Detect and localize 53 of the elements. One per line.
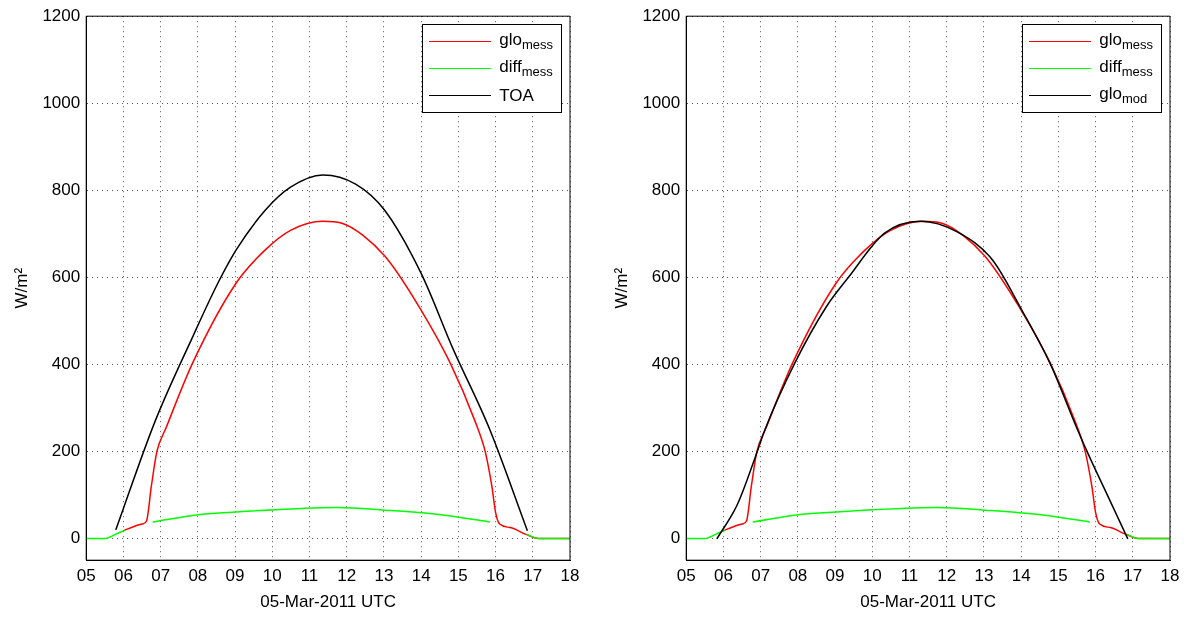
x-tick-label: 11	[300, 566, 319, 586]
x-tick-label: 14	[1011, 566, 1031, 586]
x-tick-label: 11	[900, 566, 919, 586]
x-tick-label: 10	[862, 566, 882, 586]
legend-label: TOA	[499, 85, 534, 106]
y-tick-label: 600	[651, 267, 681, 287]
y-tick-label: 200	[651, 441, 681, 461]
x-tick-label: 09	[825, 566, 845, 586]
x-tick-label: 10	[262, 566, 282, 586]
x-axis-title: 05-Mar-2011 UTC	[860, 592, 996, 612]
x-tick-label: 08	[788, 566, 808, 586]
x-tick-label: 07	[151, 566, 171, 586]
y-axis-title: W/m²	[11, 267, 31, 309]
y-tick-label: 1000	[42, 92, 81, 112]
y-tick-label: 1000	[642, 92, 681, 112]
line-series	[115, 174, 528, 531]
y-tick-label: 0	[70, 528, 81, 548]
legend-label: glo$_{mess}$	[499, 30, 553, 53]
x-tick-label: 08	[188, 566, 208, 586]
x-tick-label: 16	[1086, 566, 1106, 586]
y-tick-label: 1200	[42, 5, 81, 25]
x-tick-label: 14	[411, 566, 431, 586]
x-tick-label: 05	[676, 566, 696, 586]
x-tick-label: 12	[937, 566, 957, 586]
x-tick-label: 15	[448, 566, 468, 586]
y-tick-label: 800	[51, 179, 81, 199]
x-tick-label: 18	[560, 566, 580, 586]
x-axis-title: 05-Mar-2011 UTC	[260, 592, 396, 612]
y-tick-label: 0	[670, 528, 681, 548]
x-tick-label: 13	[974, 566, 994, 586]
x-tick-label: 15	[1048, 566, 1068, 586]
legend-label: diff$_{mess}$	[1099, 57, 1153, 80]
legend-label: glo$_{mess}$	[1099, 30, 1153, 53]
x-tick-label: 13	[374, 566, 394, 586]
legend-label: diff$_{mess}$	[499, 57, 553, 80]
x-tick-label: 05	[76, 566, 96, 586]
x-tick-label: 12	[337, 566, 357, 586]
x-tick-label: 16	[486, 566, 506, 586]
y-tick-label: 400	[651, 354, 681, 374]
y-tick-label: 400	[51, 354, 81, 374]
legend-label: glo$_{mod}$	[1099, 84, 1148, 107]
y-tick-label: 200	[51, 441, 81, 461]
x-tick-label: 17	[1123, 566, 1143, 586]
x-tick-label: 18	[1160, 566, 1180, 586]
y-tick-label: 600	[51, 267, 81, 287]
x-tick-label: 17	[523, 566, 543, 586]
x-tick-label: 09	[225, 566, 245, 586]
x-tick-label: 06	[713, 566, 733, 586]
y-tick-label: 800	[651, 179, 681, 199]
y-axis-title: W/m²	[611, 267, 631, 309]
y-tick-label: 1200	[642, 5, 681, 25]
x-tick-label: 06	[113, 566, 133, 586]
x-tick-label: 07	[751, 566, 771, 586]
